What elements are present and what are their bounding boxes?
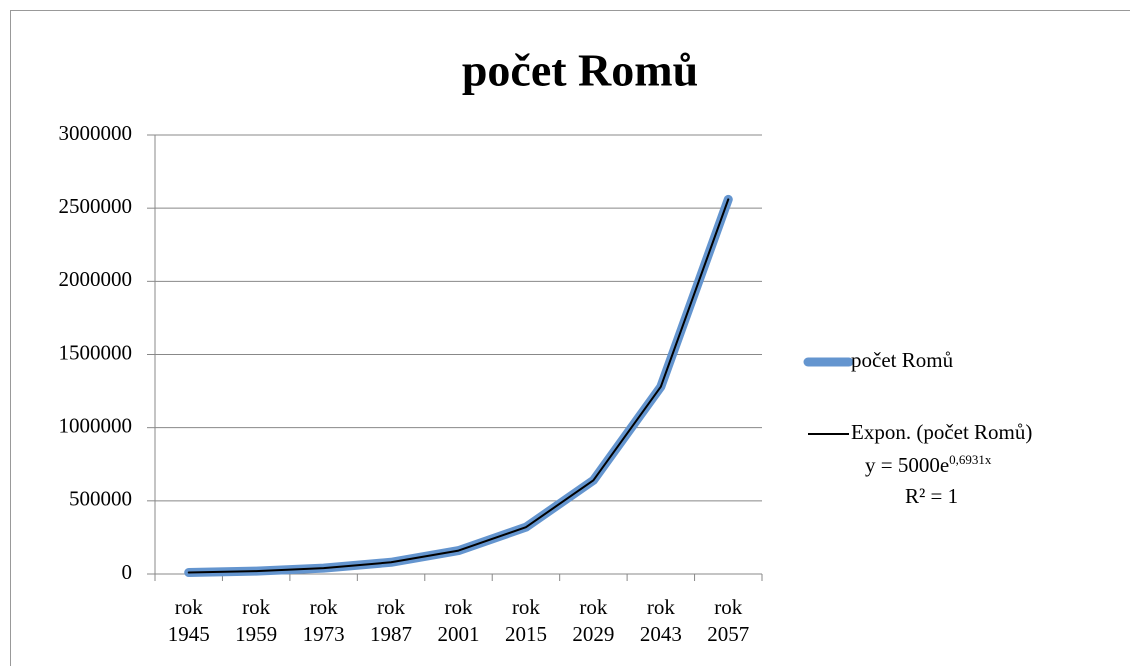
equation-exponent: 0,6931x xyxy=(949,452,992,467)
y-tick-label: 1500000 xyxy=(59,340,133,364)
chart-title: počet Romů xyxy=(462,45,698,96)
legend-label: Expon. (počet Romů) xyxy=(851,420,1032,444)
x-tick-label: rok 2043 xyxy=(639,595,682,646)
series-line xyxy=(184,194,733,578)
equation: y = 5000e0,6931x xyxy=(865,452,991,478)
x-tick-label: rok 1959 xyxy=(235,595,278,646)
frame xyxy=(10,10,1130,666)
x-tick-label: rok 2015 xyxy=(504,595,547,646)
y-tick-label: 1000000 xyxy=(59,413,133,437)
y-tick-label: 2500000 xyxy=(59,194,133,218)
x-tick-label: rok 1945 xyxy=(167,595,210,646)
legend-label: počet Romů xyxy=(851,348,954,372)
y-tick-label: 500000 xyxy=(69,487,132,511)
y-tick-label: 3000000 xyxy=(59,121,133,145)
x-tick-label: rok 2001 xyxy=(437,595,480,646)
x-tick-label: rok 1987 xyxy=(370,595,413,646)
y-tick-label: 0 xyxy=(122,560,133,584)
x-tick-label: rok 2029 xyxy=(572,595,615,646)
y-tick-label: 2000000 xyxy=(59,267,133,291)
x-tick-label: rok 2057 xyxy=(707,595,750,646)
x-tick-label: rok 1973 xyxy=(302,595,345,646)
r-squared: R² = 1 xyxy=(905,484,959,508)
series-line xyxy=(187,198,730,574)
equation-base: y = 5000e xyxy=(865,453,950,477)
